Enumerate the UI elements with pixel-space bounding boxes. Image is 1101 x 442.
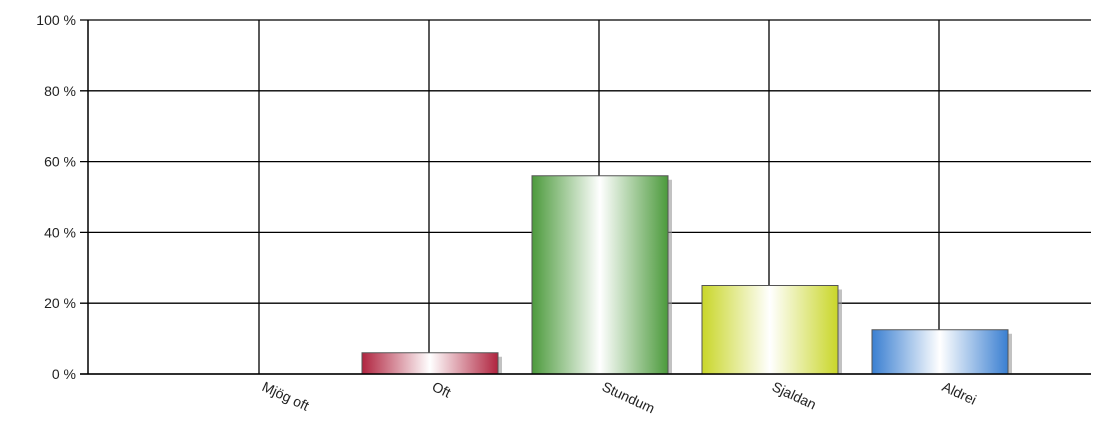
x-tick-label: Aldrei — [940, 378, 979, 408]
x-tick-label: Oft — [430, 378, 454, 400]
bar-oft — [361, 352, 499, 375]
y-tick-label: 60 % — [44, 154, 76, 170]
axes — [80, 20, 1091, 375]
y-tick-label: 20 % — [44, 295, 76, 311]
x-tick-label: Sjaldan — [770, 378, 819, 412]
x-tick-label: Stundum — [600, 378, 658, 416]
bars — [361, 175, 1012, 375]
y-tick-label: 100 % — [36, 12, 76, 28]
bar-stundum — [531, 175, 669, 375]
y-tick-label: 0 % — [52, 366, 76, 382]
bar-sjaldan — [701, 285, 839, 375]
x-tick-label: Mjög oft — [260, 378, 312, 414]
bar-aldrei — [871, 329, 1009, 375]
y-tick-label: 40 % — [44, 224, 76, 240]
y-tick-labels: 0 % 20 % 40 % 60 % 80 % 100 % — [36, 12, 76, 382]
x-tick-labels: Mjög oft Oft Stundum Sjaldan Aldrei — [260, 378, 979, 416]
y-tick-label: 80 % — [44, 83, 76, 99]
